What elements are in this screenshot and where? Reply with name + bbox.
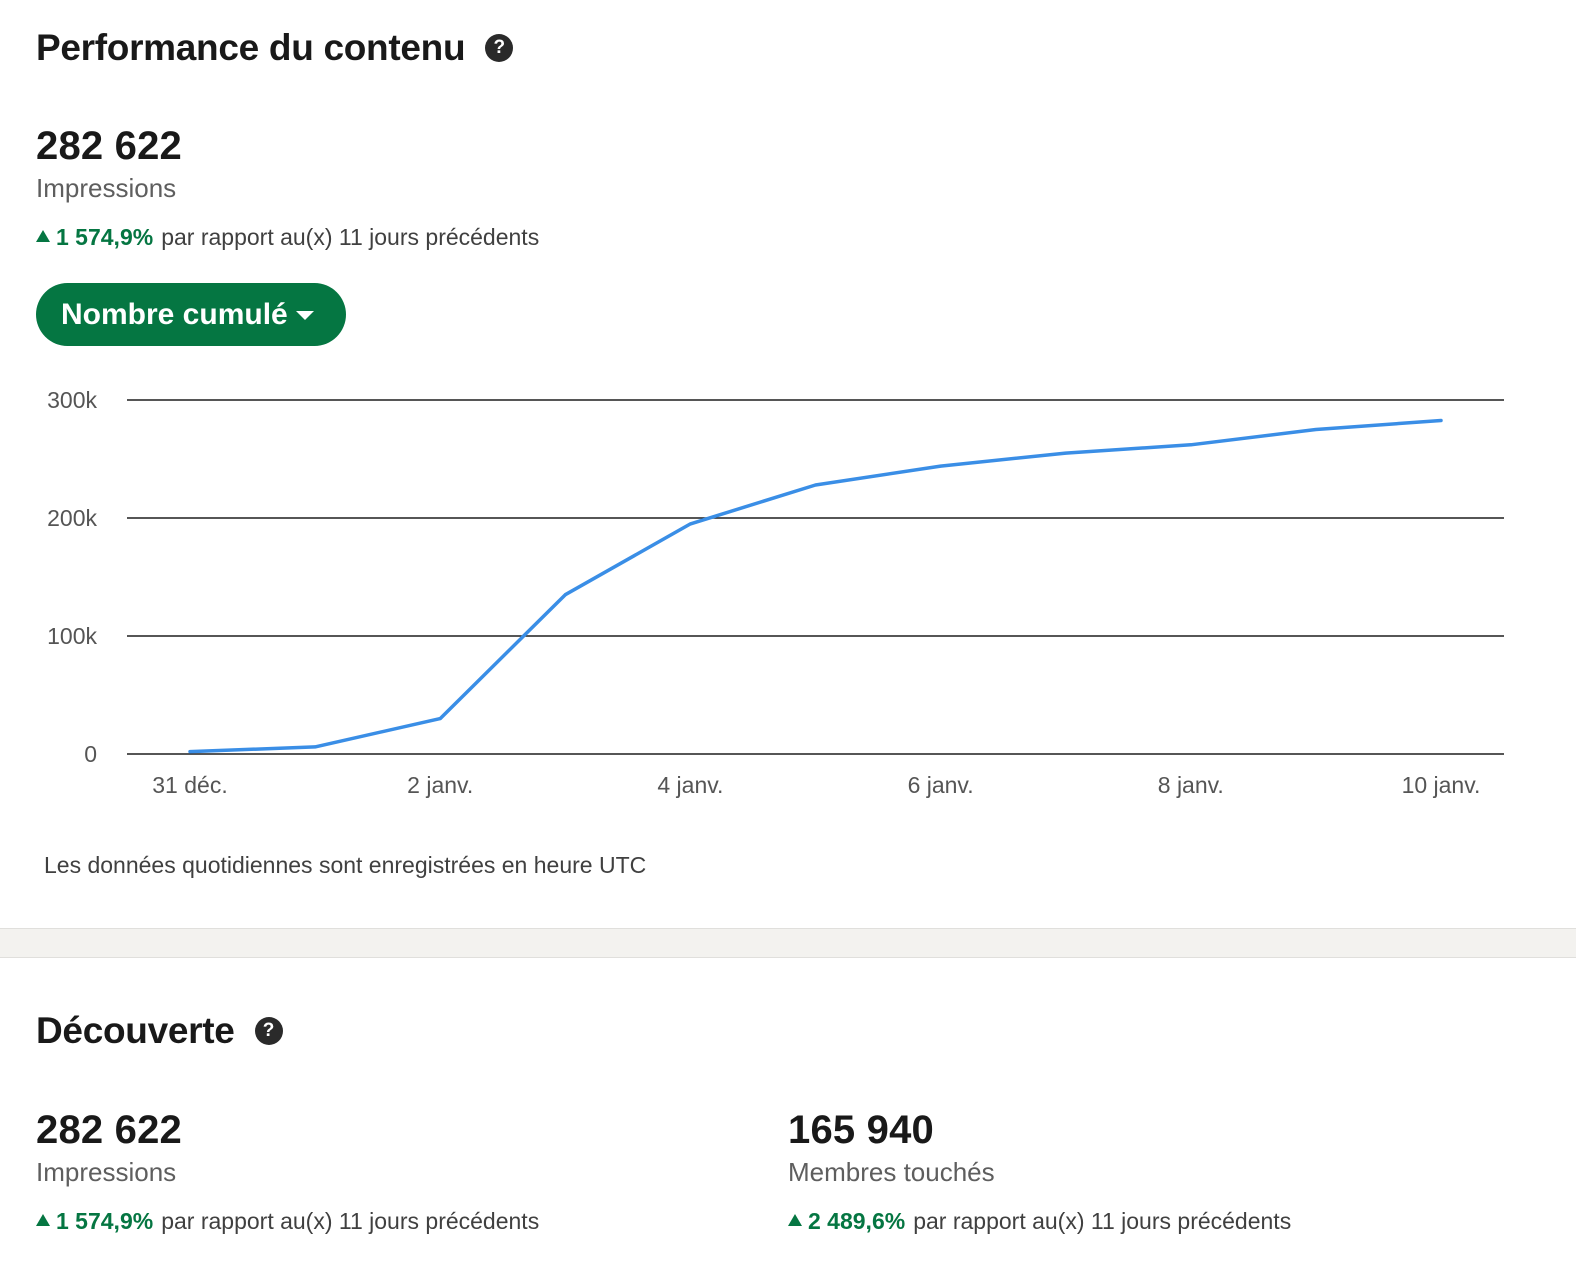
metric-label: Impressions [36, 1157, 177, 1187]
change-percent: 1 574,9% [56, 1208, 154, 1234]
impressions-line-chart: 0 100k 200k 300k 31 déc. 2 janv. 4 janv. 6 janv… [47, 387, 1504, 798]
y-tick-label: 300k [47, 387, 97, 413]
x-tick-label: 8 janv. [1158, 772, 1224, 798]
metric-label: Impressions [36, 173, 177, 203]
impressions-metric: 282 622 Impressions 1 574,9% par rapport… [36, 1108, 539, 1235]
data-point [1439, 419, 1443, 423]
trend-up-icon [36, 1214, 50, 1226]
content-performance-header: Performance du contenu ? [36, 27, 514, 69]
x-tick-label: 4 janv. [657, 772, 723, 798]
question-circle-icon[interactable]: ? [485, 34, 514, 62]
metric-value: 282 622 [36, 1108, 182, 1152]
x-tick-label: 2 janv. [407, 772, 473, 798]
data-point [814, 483, 817, 487]
data-point [313, 745, 317, 749]
data-point [688, 522, 692, 526]
change-text: par rapport au(x) 11 jours précédents [161, 1208, 540, 1234]
series-line [188, 418, 1443, 754]
discovery-section: Découverte ? 282 622 Impressions 1 574,9… [0, 958, 1576, 1282]
y-tick-label: 100k [47, 623, 97, 649]
impressions-metric: 282 622 Impressions 1 574,9% par rapport… [36, 124, 539, 251]
data-point [438, 717, 442, 721]
y-tick-label: 0 [84, 741, 97, 767]
section-title: Découverte [36, 1010, 235, 1051]
metric-value: 282 622 [36, 124, 182, 168]
cumulative-dropdown-button[interactable]: Nombre cumulé [36, 283, 346, 346]
y-tick-label: 200k [47, 505, 97, 531]
change-text: par rapport au(x) 11 jours précédents [913, 1208, 1292, 1234]
question-circle-icon[interactable]: ? [254, 1017, 283, 1045]
change-percent: 1 574,9% [56, 224, 154, 250]
x-tick-label: 6 janv. [908, 772, 974, 798]
caret-down-icon [295, 311, 314, 320]
change-text: par rapport au(x) 11 jours précédents [161, 224, 540, 250]
x-tick-label: 10 janv. [1402, 772, 1481, 798]
trend-up-icon [788, 1214, 802, 1226]
data-point [1189, 443, 1193, 447]
content-performance-section: Performance du contenu ? 282 622 Impress… [36, 27, 1504, 878]
change-percent: 2 489,6% [808, 1208, 906, 1234]
dropdown-label: Nombre cumulé [61, 297, 288, 331]
data-point [188, 750, 192, 754]
data-point [1064, 451, 1068, 455]
metric-label: Membres touchés [788, 1157, 995, 1187]
data-point [563, 593, 567, 597]
data-point [1314, 428, 1318, 431]
data-point [939, 464, 943, 468]
trend-up-icon [36, 230, 50, 242]
section-divider [0, 928, 1576, 958]
metric-change: 1 574,9% par rapport au(x) 11 jours préc… [36, 224, 539, 251]
metric-value: 165 940 [788, 1108, 934, 1152]
metric-change: 1 574,9% par rapport au(x) 11 jours préc… [36, 1208, 539, 1235]
chart-footnote: Les données quotidiennes sont enregistré… [44, 852, 647, 878]
section-title: Performance du contenu [36, 27, 466, 68]
discovery-header: Découverte ? [36, 1010, 283, 1052]
x-tick-label: 31 déc. [152, 772, 227, 798]
members-reached-metric: 165 940 Membres touchés 2 489,6% par rap… [788, 1108, 1291, 1235]
metric-change: 2 489,6% par rapport au(x) 11 jours préc… [788, 1208, 1291, 1235]
